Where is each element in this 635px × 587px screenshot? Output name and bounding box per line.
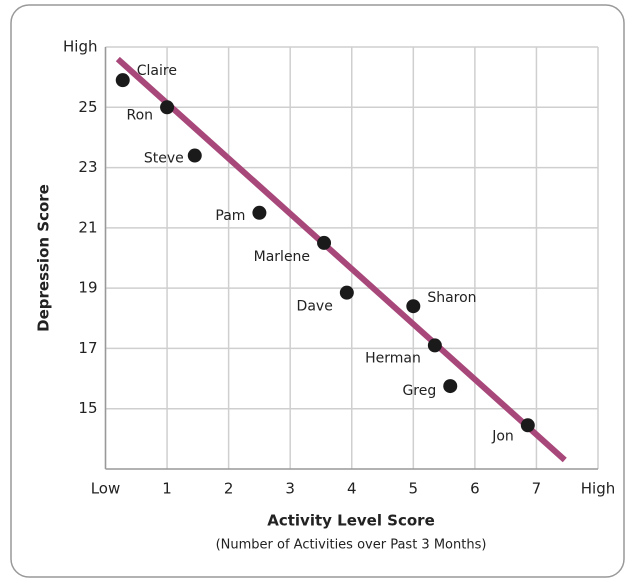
x-axis-subtitle: (Number of Activities over Past 3 Months…	[216, 538, 487, 553]
trend-line	[115, 56, 567, 463]
x-axis-title: Activity Level Score	[267, 512, 435, 530]
point	[339, 285, 354, 300]
x-tick-label: 5	[409, 480, 419, 498]
point	[443, 379, 458, 394]
point	[160, 100, 175, 115]
x-tick-label: 1	[162, 480, 172, 498]
y-tick-label: High	[63, 38, 97, 56]
y-tick-label: 25	[78, 98, 97, 116]
point-label: Dave	[297, 299, 333, 315]
y-tick-label: 17	[78, 339, 97, 357]
point	[427, 338, 442, 353]
point-label: Claire	[137, 63, 177, 79]
y-axis-title: Depression Score	[35, 184, 53, 332]
x-tick-label: 7	[532, 480, 542, 498]
x-tick-label: 4	[347, 480, 357, 498]
y-tick-label: 23	[78, 158, 97, 176]
point-label: Steve	[144, 151, 184, 167]
y-tick-label: 15	[78, 399, 97, 417]
point-label: Greg	[402, 383, 436, 399]
point	[115, 73, 130, 88]
point	[252, 205, 267, 220]
y-tick-label: 21	[78, 218, 97, 236]
point	[317, 235, 332, 250]
y-tick-label: 19	[78, 279, 97, 297]
x-tick-label: High	[581, 480, 615, 498]
x-tick-label: 2	[224, 480, 234, 498]
x-tick-label: 6	[470, 480, 480, 498]
point-label: Jon	[491, 428, 514, 444]
point-label: Pam	[215, 208, 245, 224]
frame	[10, 4, 625, 578]
point-label: Ron	[127, 107, 154, 123]
point-label: Herman	[365, 350, 421, 366]
x-tick-label: 3	[285, 480, 295, 498]
point	[187, 148, 202, 163]
x-tick-label: Low	[91, 480, 121, 498]
point-label: Sharon	[427, 290, 476, 306]
point-label: Marlene	[254, 249, 310, 265]
point	[406, 299, 421, 314]
point	[520, 418, 535, 433]
